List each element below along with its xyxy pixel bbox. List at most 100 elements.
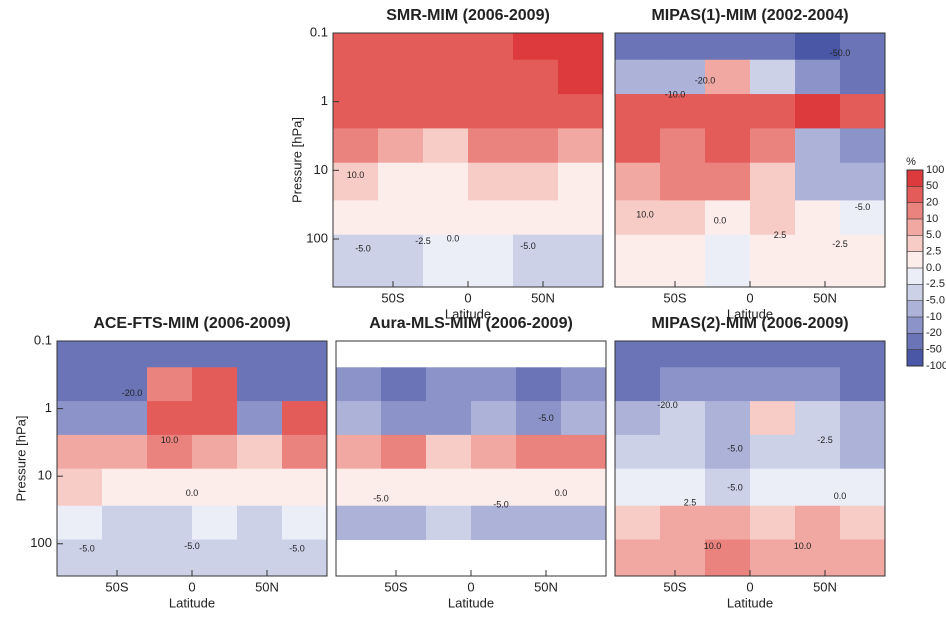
contour-cell	[705, 468, 751, 507]
x-axis-label: Latitude	[445, 306, 491, 321]
contour-cell	[705, 341, 751, 368]
contour-label: -5.0	[727, 444, 743, 454]
contour-cell	[426, 468, 472, 507]
contour-cell	[750, 128, 796, 164]
contour-cell	[795, 162, 841, 201]
contour-cell	[840, 539, 886, 577]
contour-cell	[705, 234, 751, 288]
contour-cell	[750, 162, 796, 201]
contour-cell	[282, 367, 328, 402]
contour-cell	[192, 434, 238, 470]
contour-cell	[615, 200, 661, 236]
contour-label: 0.0	[186, 488, 199, 498]
contour-cell	[615, 505, 661, 541]
panel: SMR-MIM (2006-2009) 10.0 -5.0 -2.5 0.0 -5.0 50…	[289, 7, 604, 321]
colorbar-swatch	[907, 202, 923, 220]
contour-cell	[336, 401, 382, 436]
colorbar-label: 2.5	[926, 246, 941, 258]
contour-cell	[615, 59, 661, 95]
contour-cell	[795, 367, 841, 402]
colorbar-swatch	[907, 333, 923, 350]
contour-cell	[795, 341, 841, 368]
contour-cell	[192, 401, 238, 436]
contour-cell	[705, 401, 751, 436]
contour-label: 10.0	[704, 541, 722, 551]
contour-label: -5.0	[520, 241, 536, 251]
colorbar-swatch	[907, 170, 923, 187]
contour-cell	[381, 367, 427, 402]
contour-label: 0.0	[834, 491, 847, 501]
panel: MIPAS(1)-MIM (2002-2004) -50.0 -20.0 -10.0 1…	[614, 7, 886, 321]
contour-cell	[57, 341, 103, 368]
contour-label: -5.0	[373, 494, 389, 504]
contour-cell	[660, 367, 706, 402]
contour-cell	[840, 128, 886, 164]
contour-cell	[471, 434, 517, 470]
contour-cell	[558, 94, 604, 129]
contour-cell	[705, 200, 751, 236]
contour-cell	[795, 33, 841, 61]
contour-cell	[513, 200, 559, 236]
x-tick-label: 50N	[813, 290, 837, 305]
contour-cell	[237, 468, 283, 507]
contour-cell	[750, 401, 796, 436]
contour-cell	[381, 468, 427, 507]
colorbar-label: -2.5	[926, 278, 945, 290]
contour-cell	[840, 341, 886, 368]
contour-cell	[102, 367, 148, 402]
contour-label: 0.0	[555, 488, 568, 498]
contour-cell	[516, 468, 562, 507]
contour-label: 2.5	[774, 230, 787, 240]
contour-cell	[468, 59, 514, 95]
colorbar-label: 0.0	[926, 262, 941, 274]
contour-cell	[705, 505, 751, 541]
contour-cell	[336, 468, 382, 507]
contour-cell	[615, 468, 661, 507]
contour-cell	[381, 505, 427, 541]
contour-cell	[705, 128, 751, 164]
y-axis-label: Pressure [hPa]	[13, 416, 28, 502]
contour-cell	[57, 505, 103, 541]
contour-cell	[102, 505, 148, 541]
contour-cell	[102, 468, 148, 507]
contour-cell	[795, 234, 841, 288]
x-tick-label: 50S	[384, 579, 407, 594]
contour-cell	[102, 341, 148, 368]
contour-cell	[705, 33, 751, 61]
contour-label: -5.0	[355, 243, 371, 253]
y-tick-label: 0.1	[310, 24, 328, 39]
x-tick-label: 50N	[534, 579, 558, 594]
colorbar-label: 10	[926, 213, 938, 225]
contour-cell	[840, 434, 886, 470]
contour-cell	[795, 539, 841, 577]
contour-cell	[426, 367, 472, 402]
contour-cell	[471, 505, 517, 541]
contour-cell	[333, 94, 379, 129]
x-axis-label: Latitude	[727, 595, 773, 610]
contour-cell	[615, 341, 661, 368]
colorbar-label: 100	[926, 164, 944, 176]
contour-cell	[192, 341, 238, 368]
contour-cell	[147, 401, 193, 436]
contour-label: -20.0	[695, 75, 716, 85]
contour-cell	[750, 434, 796, 470]
x-tick-label: 50N	[255, 579, 279, 594]
contour-cell	[561, 401, 607, 436]
contour-cell	[558, 128, 604, 164]
contour-cell	[468, 200, 514, 236]
contour-cell	[558, 59, 604, 95]
contour-cell	[558, 234, 604, 288]
contour-cell	[333, 33, 379, 61]
contour-cell	[660, 468, 706, 507]
contour-cell	[660, 94, 706, 129]
contour-cell	[471, 468, 517, 507]
contour-cell	[192, 539, 238, 577]
contour-cell	[750, 33, 796, 61]
contour-cell	[795, 434, 841, 470]
contour-label: 10.0	[794, 541, 812, 551]
contour-cell	[840, 468, 886, 507]
contour-cell	[615, 94, 661, 129]
y-tick-label: 1	[321, 93, 328, 108]
colorbar-label: -20	[926, 327, 942, 339]
